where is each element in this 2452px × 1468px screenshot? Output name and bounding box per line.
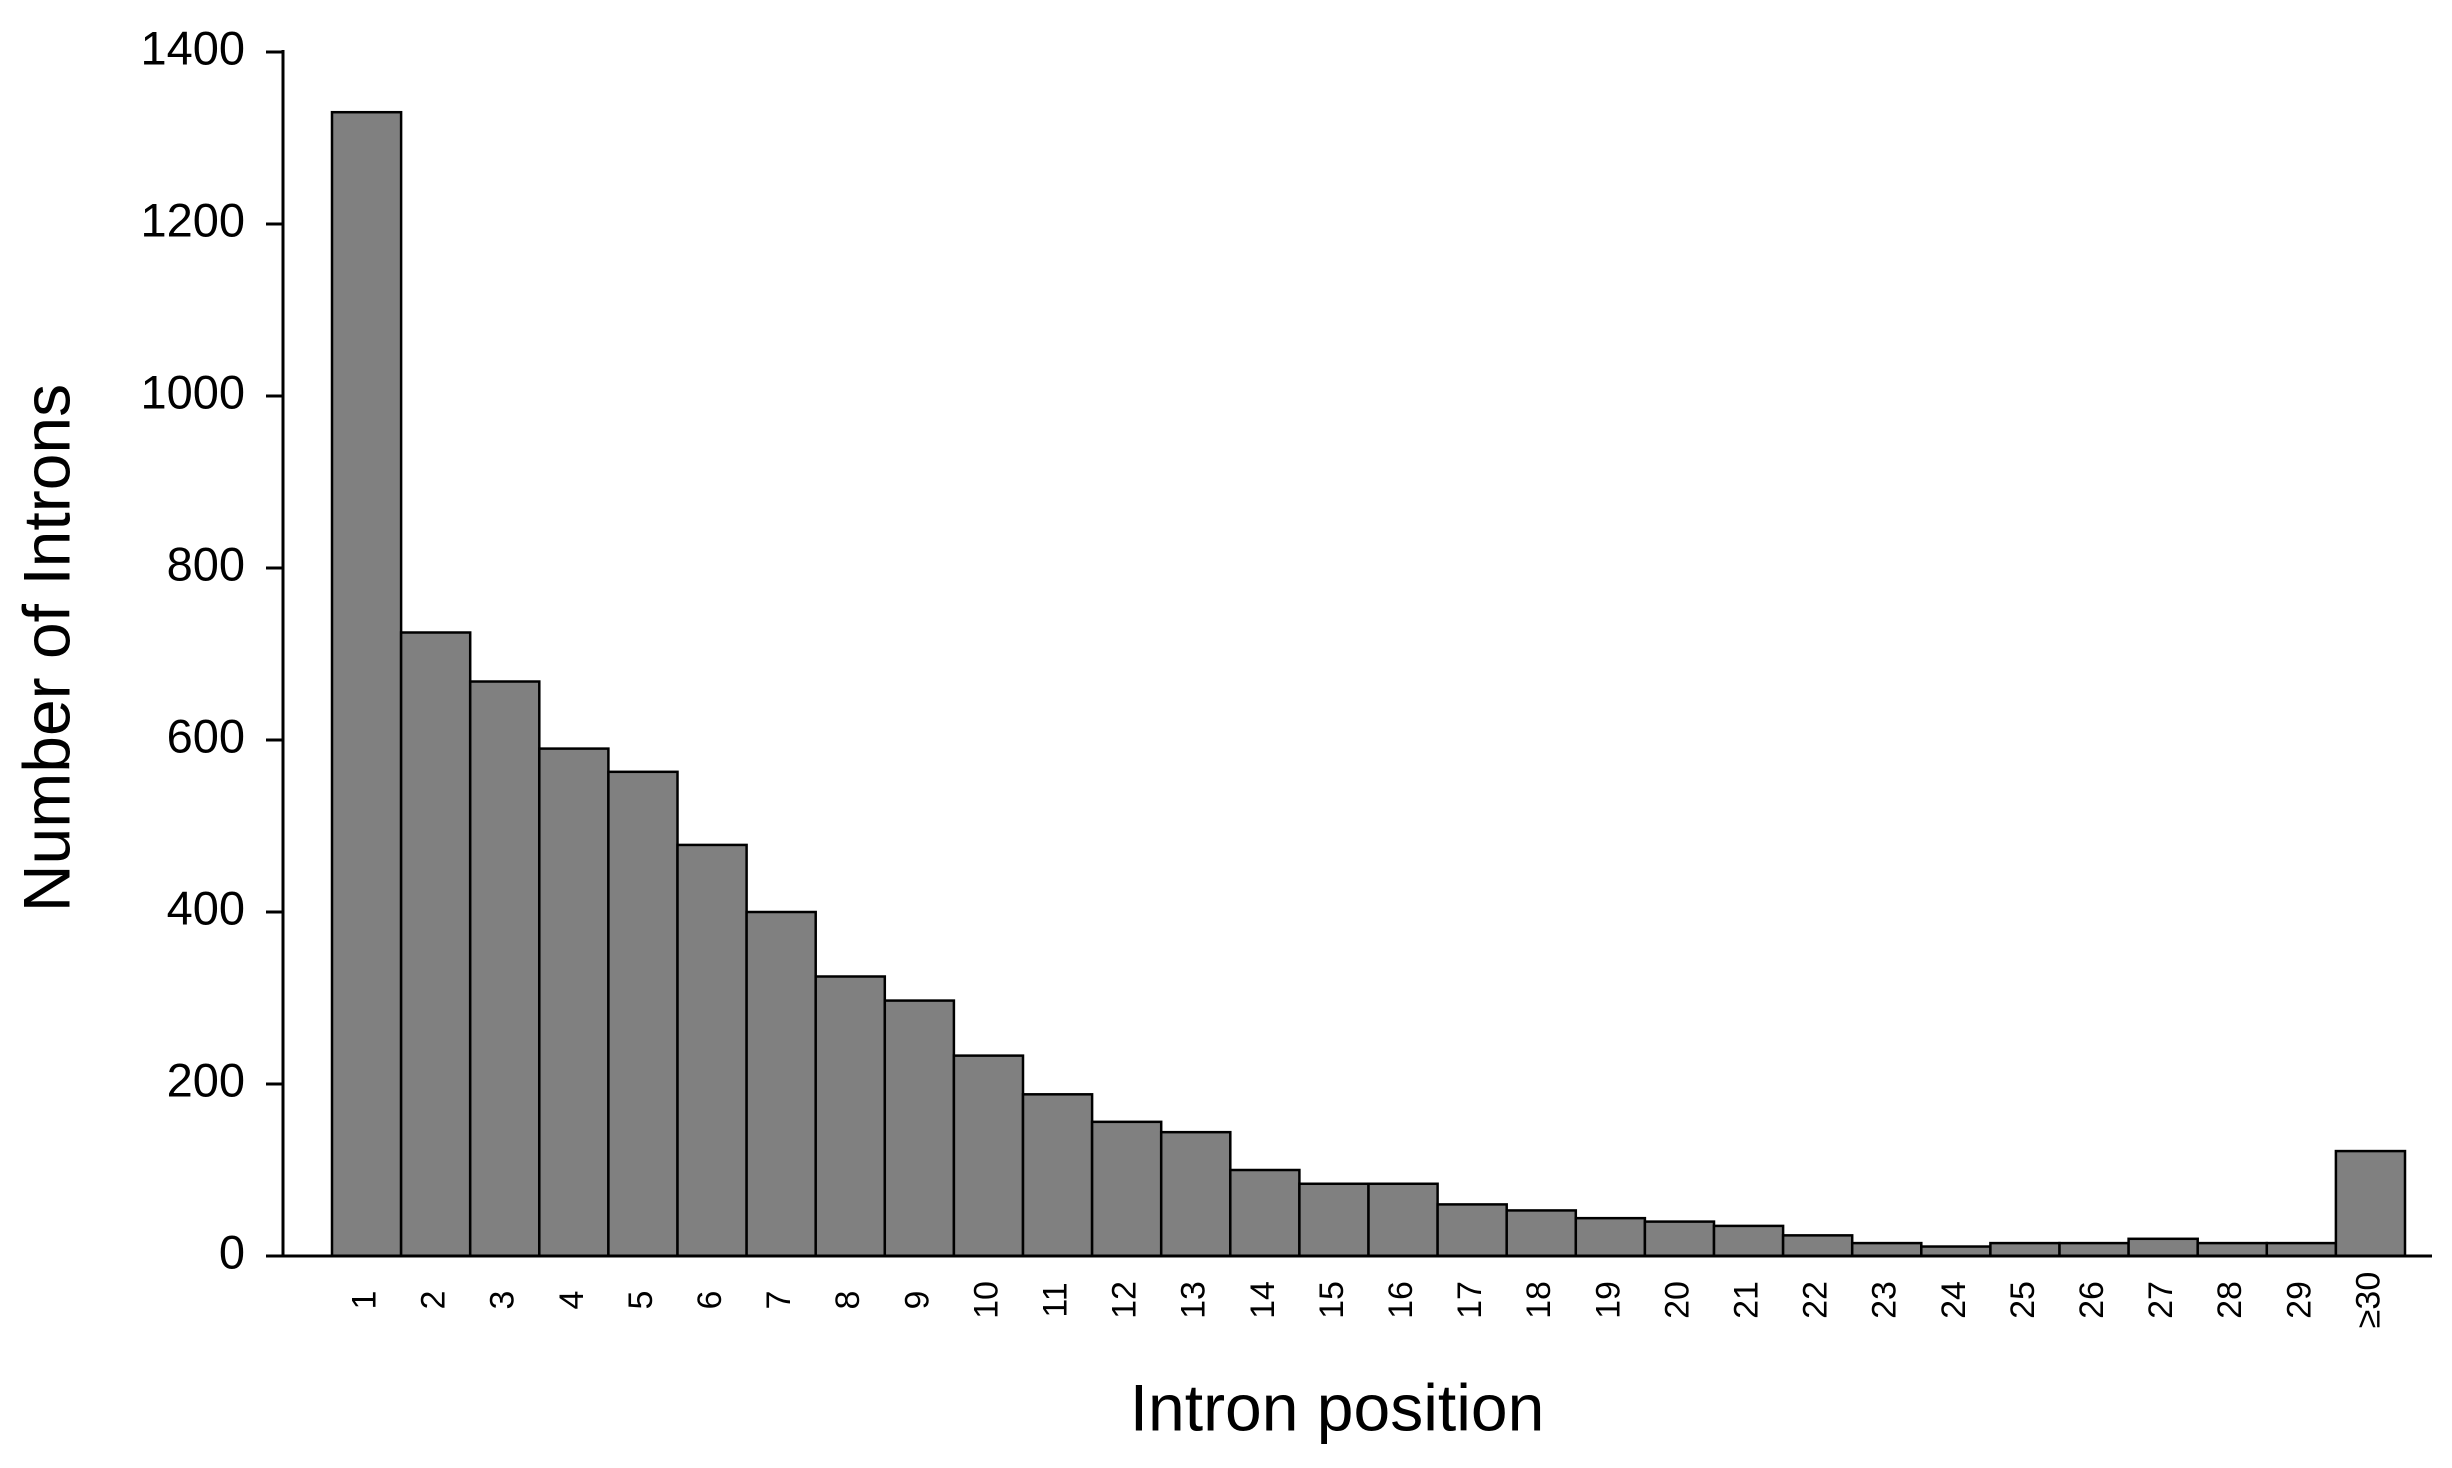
y-tick-label: 1200	[140, 193, 245, 246]
bar	[538, 747, 610, 1258]
x-tick-label: 2	[415, 1291, 453, 1310]
y-tick-label: 800	[167, 537, 245, 590]
x-tick-label: 28	[2211, 1281, 2249, 1319]
x-tick-label: 20	[1658, 1281, 1696, 1319]
x-tick-label: 14	[1244, 1281, 1282, 1319]
x-tick-label: 7	[760, 1291, 798, 1310]
x-tick-label: 22	[1797, 1281, 1835, 1319]
y-axis-title: Number of Introns	[9, 384, 83, 912]
x-tick-label: 10	[967, 1281, 1005, 1319]
bar	[1367, 1182, 1439, 1258]
bar	[1643, 1220, 1716, 1258]
bar	[1229, 1168, 1301, 1258]
x-tick-label: 8	[829, 1291, 867, 1310]
x-tick-label: 26	[2073, 1281, 2111, 1319]
x-tick-label: 6	[691, 1291, 729, 1310]
bar	[1781, 1234, 1854, 1258]
x-tick-label: 1	[346, 1291, 384, 1310]
bar	[607, 770, 679, 1258]
y-tick-label: 400	[167, 881, 245, 934]
x-tick-label: 12	[1106, 1281, 1144, 1319]
y-tick-label: 1000	[140, 365, 245, 418]
bar	[745, 910, 817, 1258]
y-tick-label: 1400	[140, 21, 245, 74]
y-tick-label: 600	[167, 709, 245, 762]
bar	[1850, 1241, 1923, 1258]
bar	[468, 680, 541, 1258]
x-tick-label: ≥30	[2349, 1272, 2387, 1328]
x-axis-title: Intron position	[1130, 1370, 1545, 1444]
bar	[1989, 1241, 2061, 1258]
bar	[883, 999, 956, 1258]
y-tick-label: 0	[219, 1225, 245, 1278]
y-tick-label: 200	[167, 1053, 245, 1106]
x-tick-label: 15	[1313, 1281, 1351, 1319]
x-tick-label: 18	[1520, 1281, 1558, 1319]
bar	[1298, 1182, 1370, 1258]
x-tick-label: 23	[1866, 1281, 1904, 1319]
bar	[1090, 1120, 1163, 1258]
x-tick-label: 4	[553, 1291, 591, 1310]
bar	[2334, 1149, 2407, 1258]
x-tick-label: 17	[1451, 1281, 1489, 1319]
bar	[2058, 1241, 2130, 1258]
x-tick-label: 3	[484, 1291, 522, 1310]
x-tick-label: 9	[898, 1291, 936, 1310]
x-tick-label: 16	[1382, 1281, 1420, 1319]
bar	[676, 843, 748, 1258]
x-tick-label: 11	[1037, 1282, 1075, 1317]
x-tick-label: 29	[2280, 1281, 2318, 1319]
bar	[1021, 1093, 1094, 1258]
bar	[2196, 1241, 2269, 1258]
bar	[2127, 1237, 2199, 1258]
bar	[1574, 1216, 1647, 1258]
bar	[2265, 1241, 2338, 1258]
bar	[1712, 1224, 1785, 1258]
x-tick-label: 25	[2004, 1281, 2042, 1319]
bar	[814, 975, 887, 1258]
bar	[1505, 1209, 1578, 1258]
bar	[399, 631, 472, 1258]
x-tick-label: 24	[1935, 1281, 1973, 1319]
bar	[1159, 1130, 1232, 1258]
x-tick-label: 5	[622, 1291, 660, 1310]
bar	[1436, 1203, 1508, 1258]
x-tick-label: 19	[1589, 1281, 1627, 1319]
x-tick-label: 21	[1728, 1281, 1766, 1319]
x-tick-label: 27	[2142, 1281, 2180, 1319]
bar	[330, 110, 403, 1258]
x-tick-label: 13	[1175, 1281, 1213, 1319]
bar	[952, 1054, 1025, 1258]
